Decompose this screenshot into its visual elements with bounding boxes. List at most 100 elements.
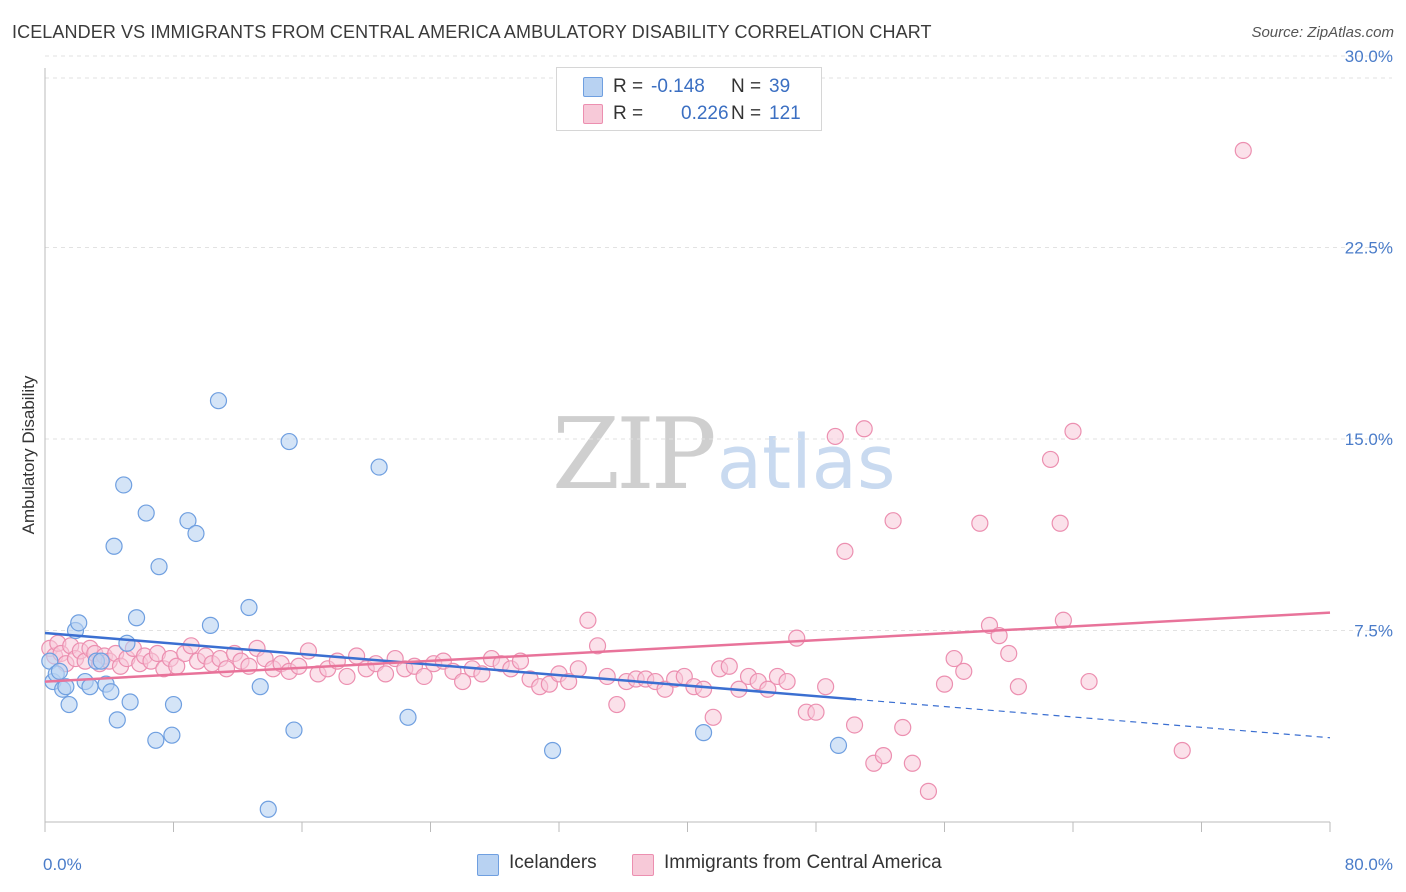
y-tick-label: 15.0% [1345,430,1393,449]
point-icelanders [209,392,228,410]
point-immigrants [874,747,893,765]
point-immigrants [1041,450,1060,469]
r-label: R = [613,103,644,124]
point-immigrants [788,629,806,647]
point-icelanders [118,634,136,652]
point-immigrants [1234,141,1252,160]
r-label: R = [613,76,644,97]
y-tick-label: 30.0% [1345,47,1393,66]
legend-label-icelanders: Icelanders [509,852,597,873]
series-immigrants-points [41,141,1252,800]
chart-title: ICELANDER VS IMMIGRANTS FROM CENTRAL AME… [12,22,932,42]
n-label: N = [731,76,762,97]
r-value-icelanders: -0.148 [651,76,705,97]
point-icelanders [543,741,562,760]
point-immigrants [1173,741,1191,760]
point-immigrants [415,667,433,686]
point-icelanders [370,458,388,476]
point-immigrants [855,420,873,438]
point-immigrants [376,665,395,683]
point-icelanders [285,721,303,739]
point-icelanders [105,537,123,555]
point-immigrants [826,427,844,446]
trend-lines [44,611,1331,739]
point-immigrants [1009,678,1027,696]
point-immigrants [598,667,616,686]
point-icelanders [108,711,126,729]
point-icelanders [201,616,220,634]
point-immigrants [290,657,308,675]
legend-label-immigrants: Immigrants from Central America [664,852,942,873]
point-immigrants [579,611,597,629]
x-tick-label: 80.0% [1345,855,1393,874]
point-immigrants [569,660,587,678]
point-icelanders [121,693,139,711]
legend-swatch-immigrants [632,854,654,876]
y-tick-label: 22.5% [1345,239,1393,258]
point-immigrants [454,672,472,691]
point-icelanders [164,695,183,714]
point-icelanders [115,476,133,494]
point-icelanders [280,432,298,451]
y-tick-labels: 7.5% 15.0% 22.5% 30.0% [1345,47,1393,641]
point-immigrants [299,642,318,660]
point-icelanders [187,524,205,543]
point-immigrants [1080,672,1098,691]
point-icelanders [57,678,75,696]
point-immigrants [836,542,854,560]
axes [44,68,1331,832]
watermark-zip: ZIP [552,398,717,512]
point-immigrants [955,662,973,680]
point-immigrants [560,672,578,691]
n-value-immigrants: 121 [769,103,801,124]
point-icelanders [102,683,120,701]
series-icelanders-points [41,392,848,818]
point-immigrants [817,678,835,696]
point-icelanders [127,609,146,627]
y-tick-label: 7.5% [1354,622,1393,641]
point-icelanders [251,678,269,696]
point-icelanders [399,708,417,726]
trend-line-immigrants [44,611,1331,683]
point-icelanders [179,512,197,530]
x-tick-label: 0.0% [43,855,82,874]
point-immigrants [608,695,626,714]
point-immigrants [338,667,356,686]
r-value-immigrants: 0.226 [681,103,729,124]
point-immigrants [884,512,902,530]
n-label: N = [731,103,762,124]
n-value-icelanders: 39 [769,76,791,97]
point-icelanders [829,736,848,755]
point-immigrants [720,657,738,675]
point-immigrants [894,718,912,737]
point-immigrants [1051,514,1069,532]
point-icelanders [92,652,110,670]
point-immigrants [217,660,236,678]
point-icelanders [240,598,258,617]
point-immigrants [588,637,607,655]
point-immigrants [845,716,864,734]
point-icelanders [259,800,277,818]
point-icelanders [50,662,69,680]
point-immigrants [945,649,963,668]
point-icelanders [81,678,99,696]
legend-swatch-icelanders [477,854,499,876]
point-immigrants [1064,422,1082,440]
point-immigrants [971,514,989,532]
stats-legend: R = -0.148 N = 39 R = 0.226 N = 121 [556,67,822,131]
point-icelanders [60,695,78,714]
point-immigrants [903,754,921,772]
point-icelanders [694,724,713,742]
y-axis-label: Ambulatory Disability [19,375,38,534]
immigrants-swatch [583,104,603,124]
icelanders-swatch [583,77,603,97]
point-immigrants [1000,644,1018,663]
gridlines [45,55,1392,631]
trend-line-icelanders [44,631,857,701]
source-label: Source: ZipAtlas.com [1251,24,1394,41]
point-immigrants [919,782,938,800]
point-icelanders [150,558,168,576]
point-immigrants [1054,611,1072,629]
point-immigrants [694,680,713,698]
